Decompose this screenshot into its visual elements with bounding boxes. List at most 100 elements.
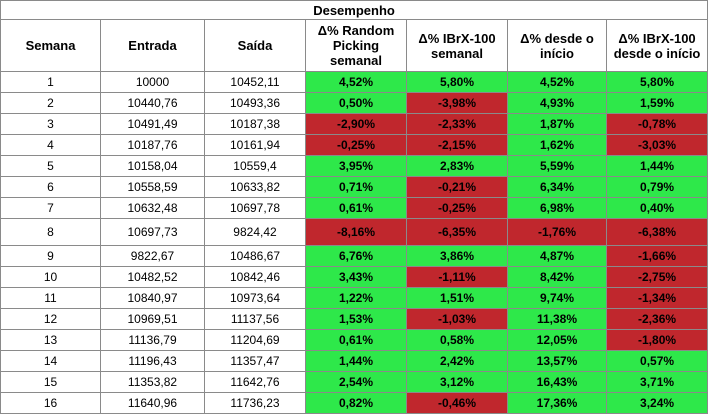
ibrx-weekly-cell: 5,80% (406, 71, 508, 93)
ibrx-weekly-cell: -2,15% (406, 134, 508, 156)
ibrx-since-start-cell: -1,80% (605, 329, 709, 351)
entry-cell: 10158,04 (100, 155, 205, 177)
table-row: 10 10482,52 10842,46 3,43% -1,11% 8,42% -2,75% (0, 266, 709, 288)
exit-cell: 9824,42 (204, 218, 306, 246)
since-start-cell: 13,57% (507, 350, 607, 372)
entry-cell: 10187,76 (100, 134, 205, 156)
exit-cell: 10187,38 (204, 113, 306, 135)
ibrx-since-start-cell: 1,59% (605, 92, 709, 114)
exit-cell: 10973,64 (204, 287, 306, 309)
entry-cell: 11353,82 (100, 371, 205, 393)
column-header-entry: Entrada (100, 19, 205, 72)
table-row: 8 10697,73 9824,42 -8,16% -6,35% -1,76% -6,38% (0, 218, 709, 246)
entry-cell: 11640,96 (100, 392, 205, 414)
random-weekly-cell: 0,50% (305, 92, 407, 114)
random-weekly-cell: 2,54% (305, 371, 407, 393)
table-row: 9 9822,67 10486,67 6,76% 3,86% 4,87% -1,66% (0, 245, 709, 267)
random-weekly-cell: -8,16% (305, 218, 407, 246)
since-start-cell: 1,62% (507, 134, 607, 156)
week-cell: 13 (0, 329, 101, 351)
ibrx-since-start-cell: -0,78% (605, 113, 709, 135)
since-start-cell: 4,87% (507, 245, 607, 267)
column-header-exit: Saída (204, 19, 306, 72)
exit-cell: 11736,23 (204, 392, 306, 414)
ibrx-weekly-cell: -3,98% (406, 92, 508, 114)
ibrx-since-start-cell: 3,24% (605, 392, 709, 414)
ibrx-weekly-cell: -0,46% (406, 392, 508, 414)
random-weekly-cell: 1,53% (305, 308, 407, 330)
since-start-cell: 6,98% (507, 197, 607, 219)
table-row: 11 10840,97 10973,64 1,22% 1,51% 9,74% -1,34% (0, 287, 709, 309)
random-weekly-cell: 0,71% (305, 176, 407, 198)
ibrx-weekly-cell: 1,51% (406, 287, 508, 309)
since-start-cell: 4,52% (507, 71, 607, 93)
table-row: 3 10491,49 10187,38 -2,90% -2,33% 1,87% -0,78% (0, 113, 709, 135)
column-header-week: Semana (0, 19, 101, 72)
ibrx-since-start-cell: 0,79% (605, 176, 709, 198)
ibrx-weekly-cell: -0,21% (406, 176, 508, 198)
random-weekly-cell: 0,61% (305, 197, 407, 219)
ibrx-weekly-cell: 2,83% (406, 155, 508, 177)
week-cell: 2 (0, 92, 101, 114)
random-weekly-cell: 3,43% (305, 266, 407, 288)
column-header-since-start: Δ% desde o início (507, 19, 607, 72)
entry-cell: 9822,67 (100, 245, 205, 267)
ibrx-since-start-cell: 0,40% (605, 197, 709, 219)
table-title-row: Desempenho (0, 0, 709, 20)
table-header-row: Semana Entrada Saída Δ% Random Picking s… (0, 19, 709, 72)
ibrx-since-start-cell: -1,34% (605, 287, 709, 309)
ibrx-since-start-cell: 5,80% (605, 71, 709, 93)
table-row: 15 11353,82 11642,76 2,54% 3,12% 16,43% 3,71% (0, 371, 709, 393)
table-row: 6 10558,59 10633,82 0,71% -0,21% 6,34% 0,79% (0, 176, 709, 198)
week-cell: 9 (0, 245, 101, 267)
random-weekly-cell: 3,95% (305, 155, 407, 177)
week-cell: 4 (0, 134, 101, 156)
since-start-cell: 11,38% (507, 308, 607, 330)
table-row: 7 10632,48 10697,78 0,61% -0,25% 6,98% 0,40% (0, 197, 709, 219)
since-start-cell: 5,59% (507, 155, 607, 177)
table-title: Desempenho (0, 0, 709, 20)
since-start-cell: 9,74% (507, 287, 607, 309)
column-header-random-weekly: Δ% Random Picking semanal (305, 19, 407, 72)
week-cell: 15 (0, 371, 101, 393)
entry-cell: 10558,59 (100, 176, 205, 198)
column-header-ibrx-weekly: Δ% IBrX-100 semanal (406, 19, 508, 72)
ibrx-weekly-cell: 2,42% (406, 350, 508, 372)
entry-cell: 10697,73 (100, 218, 205, 246)
ibrx-since-start-cell: 1,44% (605, 155, 709, 177)
since-start-cell: 17,36% (507, 392, 607, 414)
exit-cell: 10452,11 (204, 71, 306, 93)
week-cell: 3 (0, 113, 101, 135)
random-weekly-cell: 1,44% (305, 350, 407, 372)
week-cell: 16 (0, 392, 101, 414)
exit-cell: 10842,46 (204, 266, 306, 288)
entry-cell: 10440,76 (100, 92, 205, 114)
since-start-cell: 1,87% (507, 113, 607, 135)
week-cell: 12 (0, 308, 101, 330)
table-row: 5 10158,04 10559,4 3,95% 2,83% 5,59% 1,44% (0, 155, 709, 177)
week-cell: 6 (0, 176, 101, 198)
exit-cell: 10697,78 (204, 197, 306, 219)
entry-cell: 10969,51 (100, 308, 205, 330)
column-header-ibrx-since-start: Δ% IBrX-100 desde o início (605, 19, 709, 72)
ibrx-since-start-cell: -2,36% (605, 308, 709, 330)
week-cell: 7 (0, 197, 101, 219)
entry-cell: 10491,49 (100, 113, 205, 135)
since-start-cell: 12,05% (507, 329, 607, 351)
ibrx-weekly-cell: 3,12% (406, 371, 508, 393)
random-weekly-cell: 6,76% (305, 245, 407, 267)
exit-cell: 11204,69 (204, 329, 306, 351)
week-cell: 1 (0, 71, 101, 93)
table-row: 4 10187,76 10161,94 -0,25% -2,15% 1,62% -3,03% (0, 134, 709, 156)
random-weekly-cell: 0,82% (305, 392, 407, 414)
since-start-cell: 8,42% (507, 266, 607, 288)
exit-cell: 10493,36 (204, 92, 306, 114)
entry-cell: 11136,79 (100, 329, 205, 351)
entry-cell: 10632,48 (100, 197, 205, 219)
ibrx-since-start-cell: -3,03% (605, 134, 709, 156)
ibrx-since-start-cell: -1,66% (605, 245, 709, 267)
entry-cell: 10840,97 (100, 287, 205, 309)
table-row: 2 10440,76 10493,36 0,50% -3,98% 4,93% 1,59% (0, 92, 709, 114)
table-row: 1 10000 10452,11 4,52% 5,80% 4,52% 5,80% (0, 71, 709, 93)
entry-cell: 10000 (100, 71, 205, 93)
